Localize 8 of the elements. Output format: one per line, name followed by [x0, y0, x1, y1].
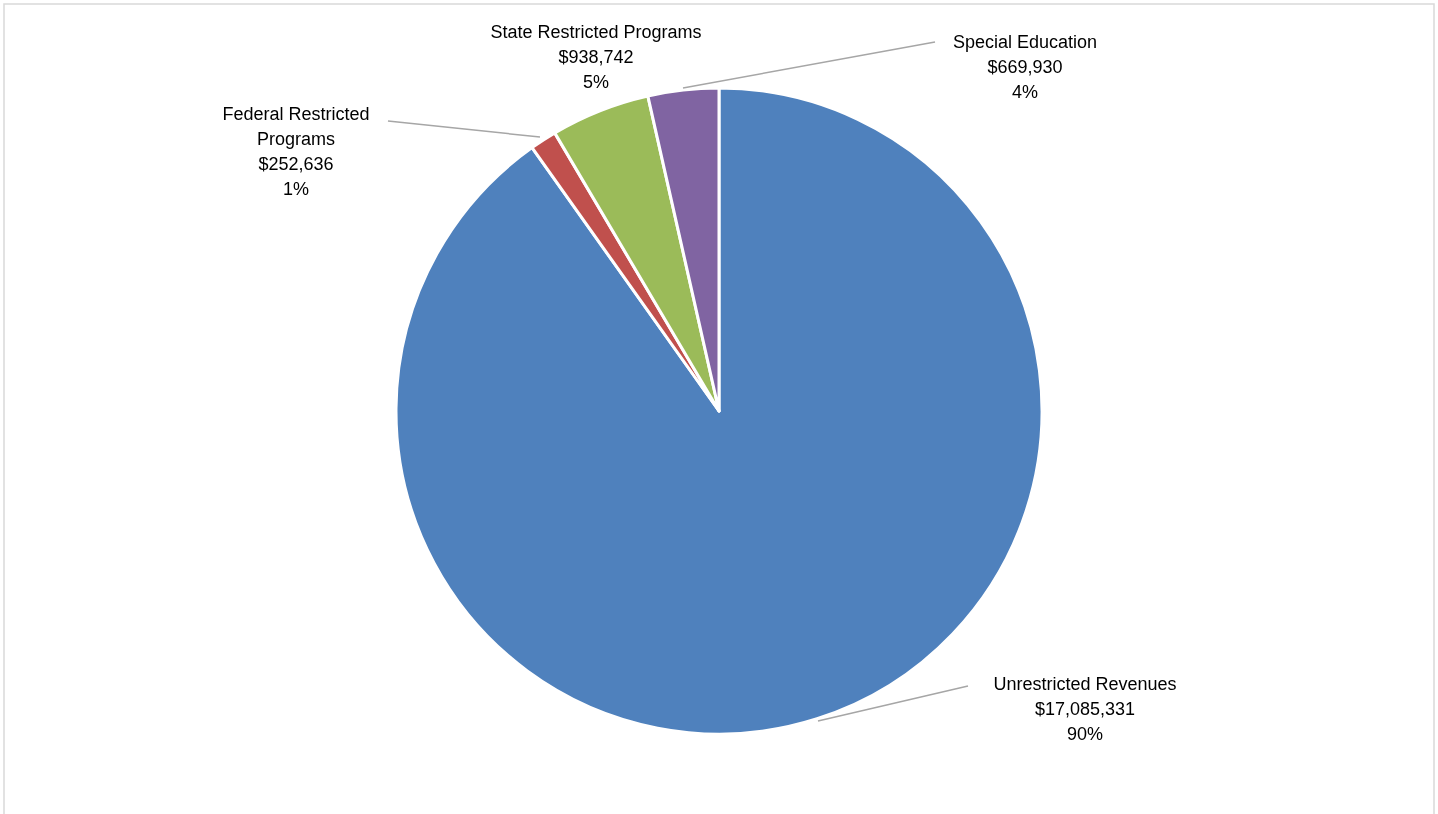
- slice-label: Special Education: [952, 32, 1098, 52]
- slice-label: State Restricted Programs: [490, 22, 702, 42]
- slice-label: Unrestricted Revenues: [993, 674, 1177, 694]
- data-label: $252,636 1%: [258, 154, 334, 199]
- data-label: $938,742 5%: [558, 47, 634, 92]
- data-label: $17,085,331 90%: [1034, 699, 1136, 744]
- data-label: $669,930 4%: [987, 57, 1063, 102]
- slice-label: Federal Restricted Programs: [222, 104, 370, 149]
